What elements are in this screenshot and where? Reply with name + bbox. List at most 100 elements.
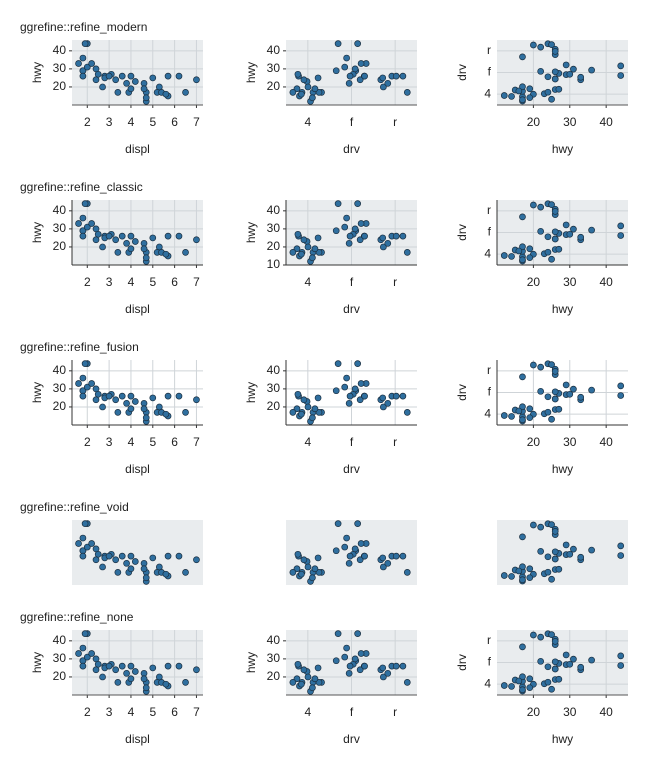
- point: [304, 83, 312, 91]
- point: [332, 657, 340, 665]
- x-tick-label: 4: [304, 275, 311, 289]
- point: [356, 76, 364, 84]
- point: [300, 76, 308, 84]
- y-tick-label: f: [488, 385, 492, 399]
- point: [379, 673, 387, 681]
- y-axis-label: drv: [455, 654, 469, 671]
- y-tick-label: 20: [267, 399, 281, 413]
- y-tick-label: 20: [53, 239, 67, 253]
- point: [314, 234, 322, 242]
- point: [92, 76, 100, 84]
- point: [351, 65, 359, 73]
- x-tick-label: 7: [193, 705, 200, 719]
- point: [548, 685, 555, 693]
- point: [548, 255, 555, 263]
- point: [346, 552, 354, 560]
- point: [548, 361, 555, 369]
- point: [118, 72, 126, 80]
- point: [508, 253, 515, 260]
- point: [341, 543, 349, 551]
- point: [99, 563, 106, 571]
- point: [81, 520, 89, 527]
- point: [519, 373, 526, 381]
- point: [127, 662, 135, 670]
- point: [530, 41, 537, 49]
- point: [334, 520, 342, 527]
- point: [508, 413, 515, 420]
- point: [519, 563, 526, 571]
- point: [79, 392, 87, 400]
- point: [346, 72, 354, 80]
- point: [164, 392, 172, 400]
- point: [289, 249, 297, 256]
- point: [127, 675, 135, 683]
- point: [164, 662, 172, 670]
- point: [304, 673, 312, 681]
- point: [164, 232, 172, 240]
- point: [309, 414, 316, 422]
- point: [357, 220, 365, 227]
- point: [566, 70, 574, 78]
- point: [588, 66, 595, 74]
- point: [544, 248, 552, 256]
- point: [537, 523, 545, 531]
- point: [566, 390, 574, 398]
- point: [544, 678, 552, 686]
- point: [548, 415, 555, 423]
- point: [79, 644, 87, 652]
- point: [114, 569, 122, 576]
- point: [314, 74, 322, 82]
- point: [304, 563, 312, 571]
- x-tick-label: 7: [193, 275, 200, 289]
- point: [570, 655, 577, 663]
- point: [193, 396, 200, 404]
- point: [548, 521, 555, 529]
- point: [551, 68, 559, 76]
- x-tick-label: 6: [171, 435, 178, 449]
- point: [519, 243, 526, 251]
- point: [577, 393, 585, 401]
- point: [298, 570, 305, 578]
- x-axis-label: hwy: [552, 462, 573, 476]
- point: [140, 405, 148, 413]
- x-tick-label: 20: [527, 275, 541, 289]
- point: [332, 67, 340, 75]
- point: [142, 574, 150, 582]
- x-tick-label: 20: [527, 705, 541, 719]
- point: [551, 548, 559, 556]
- point: [294, 70, 302, 78]
- x-tick-label: 4: [304, 705, 311, 719]
- point: [530, 521, 537, 529]
- y-tick-label: 20: [53, 399, 67, 413]
- point: [588, 226, 595, 234]
- y-tick-label: r: [487, 43, 491, 57]
- point: [500, 252, 508, 259]
- point: [149, 394, 157, 402]
- point: [79, 72, 87, 80]
- x-tick-label: 5: [149, 435, 156, 449]
- point: [289, 679, 297, 686]
- point: [332, 227, 340, 235]
- point: [354, 200, 361, 207]
- point: [357, 380, 365, 387]
- panel-title: ggrefine::refine_fusion: [20, 340, 139, 354]
- point: [105, 72, 113, 80]
- point: [131, 558, 139, 565]
- point: [112, 236, 120, 244]
- y-tick-label: 4: [484, 676, 491, 690]
- point: [300, 666, 308, 674]
- y-axis-label: hwy: [30, 62, 44, 83]
- point: [114, 679, 122, 686]
- point: [351, 385, 359, 393]
- x-tick-label: f: [350, 705, 354, 719]
- y-tick-label: 30: [53, 61, 67, 75]
- point: [555, 85, 563, 93]
- point: [142, 94, 150, 102]
- point: [526, 414, 534, 422]
- x-tick-label: 4: [304, 435, 311, 449]
- point: [309, 574, 316, 582]
- x-tick-label: 7: [193, 435, 200, 449]
- point: [341, 383, 349, 391]
- x-tick-label: 4: [128, 435, 135, 449]
- point: [75, 650, 82, 657]
